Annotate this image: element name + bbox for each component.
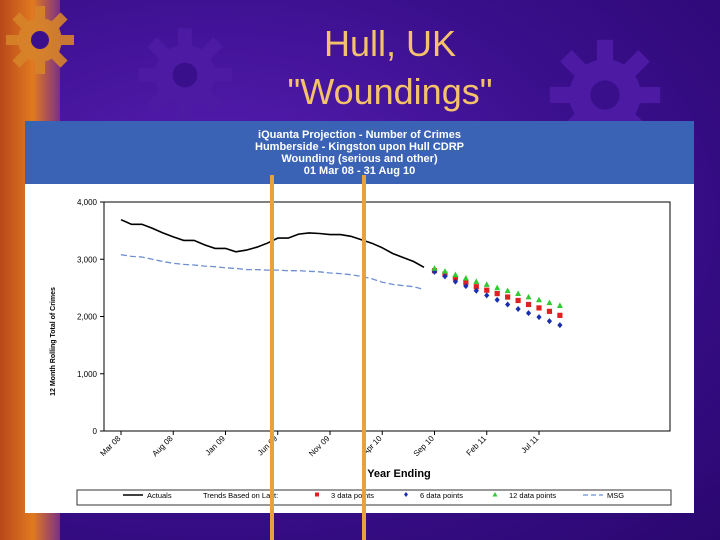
chart-title: iQuanta Projection - Number of Crimes [258,129,461,141]
data-point-6-data-points [525,310,532,317]
data-point-3-data-points [536,305,542,311]
legend-label-actuals: Actuals [147,491,172,500]
gear-icon [138,28,232,122]
line-chart: 0 1,000 2,000 3,000 4,000 Mar 08 Aug 08 Jan 09 J… [50,198,672,506]
series-msg [120,254,425,291]
data-point-12-data-points [452,271,459,278]
chart-header: iQuanta Projection - Number of Crimes Hu… [25,121,694,184]
legend-label-msg: MSG [607,491,624,500]
x-tick-label: Feb 11 [465,434,489,458]
y-tick-label: 3,000 [77,255,98,264]
annotation-line-right [362,175,366,540]
chart-subtitle-crime: Wounding (serious and other) [281,153,438,165]
data-point-3-data-points [494,291,500,297]
data-point-6-data-points [505,301,511,308]
data-point-6-data-points [536,314,542,321]
data-point-6-data-points [484,292,490,299]
y-tick-label: 1,000 [77,370,98,379]
data-point-6-data-points [442,273,448,280]
x-tick-label: Jan 09 [204,434,228,458]
data-point-3-data-points [546,308,553,314]
data-point-3-data-points [452,275,458,281]
legend-swatch-3-data-points [315,492,319,497]
data-point-3-data-points [473,284,479,290]
legend-label-6-data-points: 6 data points [420,491,463,500]
x-tick-label: Jun 09 [256,434,280,458]
legend-swatch-12-data-points [492,492,498,497]
data-point-3-data-points [557,312,563,318]
legend-label-12-data-points: 12 data points [509,491,556,500]
y-tick-label: 0 [93,427,98,436]
data-point-12-data-points [515,290,522,296]
data-point-12-data-points [483,281,490,287]
chart-subtitle-area: Humberside - Kingston upon Hull CDRP [255,141,464,153]
x-tick-label: Jul 11 [519,434,540,455]
data-point-6-data-points [463,283,469,290]
annotation-line-left [270,175,274,540]
data-point-12-data-points [504,287,511,294]
data-point-6-data-points [515,306,521,313]
data-point-3-data-points [525,301,532,308]
x-axis-title: Year Ending [367,468,431,480]
data-point-3-data-points [463,280,469,286]
data-point-12-data-points [431,265,438,271]
data-point-12-data-points [546,299,553,306]
data-point-12-data-points [441,268,448,274]
data-point-6-data-points [452,278,458,285]
data-point-12-data-points [473,278,480,284]
gear-icon [6,6,74,74]
x-tick-label: Sep 10 [412,434,437,459]
data-point-6-data-points [546,318,553,325]
data-point-6-data-points [557,322,563,329]
data-point-3-data-points [505,294,511,300]
data-point-6-data-points [473,287,479,294]
legend-label-trends: Trends Based on Last: [203,491,278,500]
data-point-12-data-points [536,296,542,303]
legend-swatch-6-data-points [404,492,408,497]
data-point-12-data-points [556,302,563,309]
y-axis-title: 12 Month Rolling Total of Crimes [50,287,57,396]
data-point-12-data-points [525,293,532,300]
x-tick-label: Nov 09 [307,434,332,459]
data-point-12-data-points [494,284,501,291]
data-point-12-data-points [462,274,469,281]
x-tick-label: Aug 08 [150,434,175,459]
legend-box [76,489,672,506]
y-tick-label: 2,000 [77,313,98,322]
plot-frame [103,201,671,432]
x-tick-label: Mar 08 [98,434,122,458]
data-point-3-data-points [515,297,521,304]
y-tick-label: 4,000 [77,198,98,207]
legend-label-3-data-points: 3 data points [331,491,374,500]
chart-subtitle-dates: 01 Mar 08 - 31 Aug 10 [303,165,416,177]
slide-title-line1: Hull, UK [323,23,457,64]
data-point-3-data-points [484,287,490,293]
data-point-6-data-points [494,296,500,303]
chart-panel: iQuanta Projection - Number of Crimes Hu… [25,121,694,513]
slide-title-line2: "Woundings" [287,71,493,112]
